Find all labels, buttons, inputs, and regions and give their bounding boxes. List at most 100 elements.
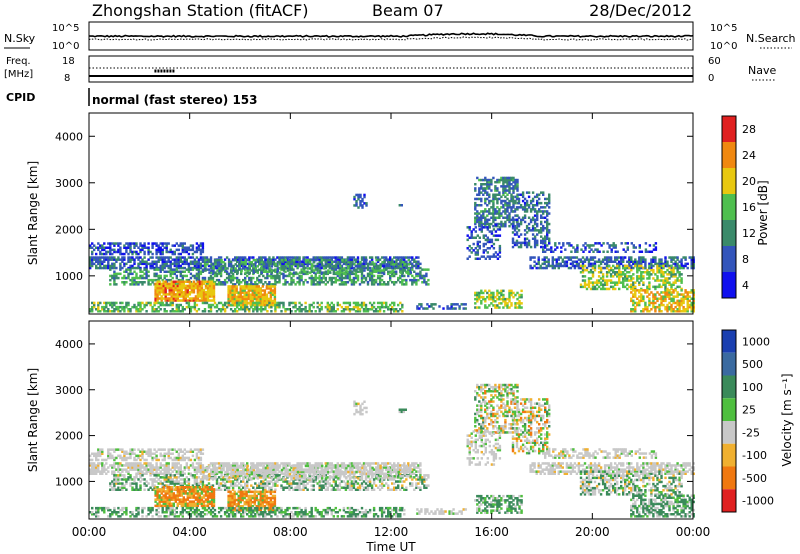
range-cell (197, 468, 201, 471)
range-cell (500, 224, 503, 228)
range-cell (119, 246, 122, 249)
range-cell (269, 287, 273, 290)
range-cell (680, 258, 683, 261)
range-cell (194, 284, 198, 288)
range-cell (555, 264, 558, 268)
range-cell (227, 301, 231, 305)
range-cell (220, 267, 223, 270)
range-cell (310, 276, 313, 280)
range-cell (682, 299, 685, 303)
range-cell (366, 308, 370, 311)
range-cell (478, 244, 481, 248)
range-cell (364, 310, 368, 313)
range-cell (337, 271, 340, 274)
range-cell (411, 266, 414, 270)
range-cell (334, 266, 337, 270)
range-cell (115, 272, 118, 276)
range-cell (238, 308, 241, 311)
range-cell (357, 193, 360, 197)
range-cell (511, 227, 515, 230)
range-cell (519, 218, 523, 222)
range-cell (284, 258, 288, 262)
range-cell (282, 262, 285, 266)
range-cell (480, 197, 483, 201)
range-cell (158, 291, 161, 294)
range-cell (143, 256, 146, 259)
range-cell (187, 301, 191, 305)
range-cell (666, 305, 669, 309)
range-cell (187, 268, 191, 271)
range-cell (145, 274, 148, 278)
range-cell (490, 297, 493, 301)
range-cell (494, 304, 497, 307)
range-cell (510, 199, 513, 203)
range-cell (268, 262, 271, 266)
range-cell (342, 260, 346, 263)
range-cell (239, 297, 242, 301)
range-cell (644, 291, 647, 294)
range-cell (306, 264, 309, 268)
range-cell (254, 261, 257, 264)
range-cell (159, 276, 162, 280)
range-cell (690, 301, 693, 305)
range-cell (354, 276, 358, 280)
range-cell (380, 301, 384, 305)
range-cell (105, 462, 108, 465)
range-cell (158, 293, 161, 296)
range-cell (241, 297, 244, 301)
range-cell (544, 235, 547, 238)
range-cell (254, 301, 257, 305)
range-cell (484, 187, 487, 190)
range-cell (576, 244, 579, 247)
range-cell (234, 468, 237, 471)
range-cell (525, 191, 529, 194)
range-cell (272, 466, 275, 469)
range-cell (628, 266, 631, 270)
range-cell (332, 305, 335, 309)
range-cell (107, 310, 110, 313)
range-cell (482, 183, 485, 186)
range-cell (172, 299, 175, 302)
range-cell (540, 220, 543, 224)
range-cell (256, 301, 259, 305)
range-cell (638, 283, 641, 286)
range-cell (349, 263, 352, 266)
range-cell (598, 250, 601, 253)
range-cell (113, 464, 116, 467)
range-cell (213, 264, 217, 268)
range-cell (476, 251, 479, 254)
range-cell (270, 271, 274, 274)
range-cell (207, 303, 211, 307)
range-cell (201, 264, 205, 268)
range-cell (378, 274, 382, 278)
range-cell (672, 275, 675, 278)
range-cell (262, 462, 265, 465)
range-cell (170, 280, 173, 283)
range-cell (245, 293, 248, 296)
range-cell (229, 295, 232, 299)
range-cell (535, 262, 538, 266)
range-cell (161, 264, 164, 268)
range-cell (139, 468, 142, 471)
range-cell (622, 281, 625, 284)
range-cell (529, 264, 532, 268)
range-cell (658, 266, 661, 270)
range-cell (474, 257, 477, 260)
range-cell (670, 297, 673, 300)
range-cell (296, 281, 299, 284)
range-cell (339, 261, 342, 264)
range-cell (241, 304, 244, 307)
range-cell (145, 262, 148, 266)
range-cell (250, 278, 253, 282)
range-cell (371, 263, 374, 266)
range-cell (191, 256, 195, 259)
range-cell (566, 242, 569, 245)
range-cell (217, 264, 221, 268)
range-cell (204, 293, 208, 296)
range-cell (310, 303, 313, 307)
range-cell (201, 466, 205, 469)
range-cell (227, 466, 231, 469)
range-cell (638, 268, 641, 272)
range-cell (508, 291, 511, 295)
